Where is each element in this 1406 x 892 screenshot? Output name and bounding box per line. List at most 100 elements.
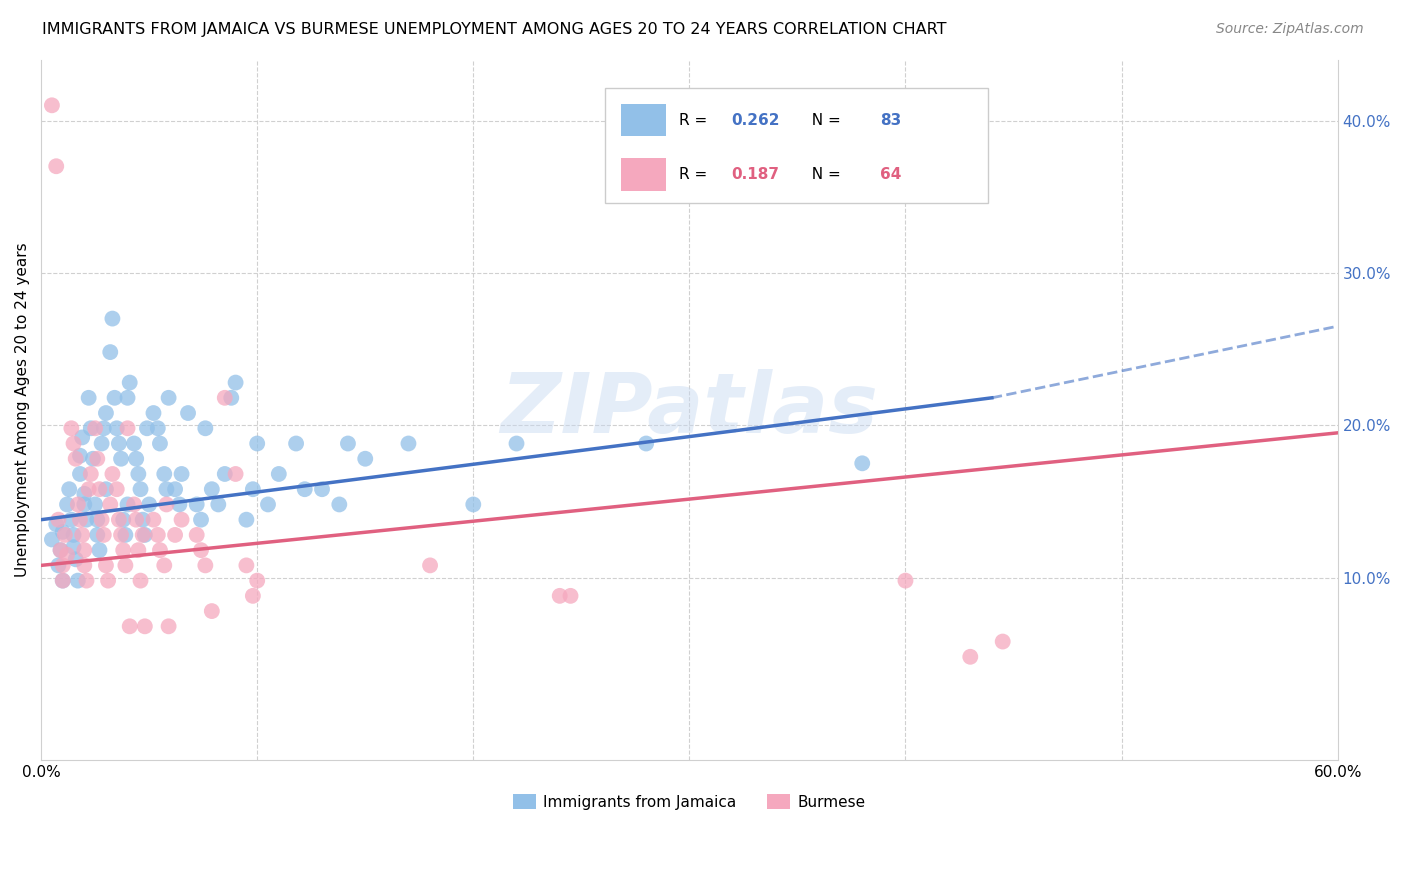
Point [84, 421, 107, 435]
Point [225, 376, 247, 390]
Point [136, 421, 159, 435]
Point [69, 449, 91, 463]
Point [142, 406, 165, 420]
Point [60, 421, 83, 435]
Text: ZIPatlas: ZIPatlas [501, 369, 879, 450]
Point [336, 436, 359, 450]
Point [93, 421, 115, 435]
Text: R =: R = [679, 167, 711, 182]
Point [129, 574, 152, 588]
Point [149, 543, 172, 558]
Point [131, 528, 153, 542]
Legend: Immigrants from Jamaica, Burmese: Immigrants from Jamaica, Burmese [506, 788, 872, 816]
Point [62, 436, 84, 450]
Point [214, 391, 236, 405]
Point [129, 482, 152, 496]
Point [118, 619, 141, 633]
Point [70, 528, 93, 542]
Point [97, 574, 120, 588]
Point [73, 487, 96, 501]
Point [560, 589, 582, 603]
Text: 64: 64 [880, 167, 901, 182]
Point [80, 467, 103, 481]
Text: N =: N = [803, 167, 846, 182]
Point [219, 391, 242, 405]
Point [201, 482, 224, 496]
Point [49, 543, 72, 558]
Point [134, 528, 156, 542]
Point [153, 558, 176, 573]
Point [636, 436, 658, 450]
Point [56, 498, 79, 512]
Point [56, 548, 79, 562]
Point [48, 513, 70, 527]
Point [505, 436, 527, 450]
Point [894, 574, 917, 588]
Point [112, 543, 135, 558]
Point [214, 467, 236, 481]
Point [991, 634, 1014, 648]
Point [52, 574, 75, 588]
Point [134, 619, 156, 633]
Point [86, 451, 108, 466]
Point [127, 467, 149, 481]
Point [285, 436, 308, 450]
Y-axis label: Unemployment Among Ages 20 to 24 years: Unemployment Among Ages 20 to 24 years [15, 243, 30, 577]
Point [76, 574, 98, 588]
Point [165, 482, 187, 496]
Point [73, 543, 96, 558]
Point [70, 430, 93, 444]
Point [959, 649, 981, 664]
Text: Source: ZipAtlas.com: Source: ZipAtlas.com [1216, 22, 1364, 37]
Point [194, 421, 217, 435]
Point [114, 558, 136, 573]
Point [82, 451, 104, 466]
Point [73, 498, 96, 512]
Point [153, 467, 176, 481]
Point [328, 498, 350, 512]
Point [246, 436, 269, 450]
Point [122, 436, 145, 450]
Point [105, 482, 128, 496]
Point [125, 451, 148, 466]
Point [52, 524, 75, 539]
Point [463, 498, 485, 512]
Point [77, 391, 100, 405]
Point [94, 482, 117, 496]
Point [207, 498, 229, 512]
Point [246, 574, 269, 588]
Point [53, 528, 76, 542]
Point [201, 604, 224, 618]
Point [146, 528, 169, 542]
Point [155, 482, 177, 496]
Point [157, 619, 180, 633]
Point [114, 528, 136, 542]
Point [86, 513, 108, 527]
Point [62, 528, 84, 542]
Point [117, 391, 139, 405]
Point [66, 574, 89, 588]
Point [49, 543, 72, 558]
Point [117, 498, 139, 512]
Point [94, 406, 117, 420]
FancyBboxPatch shape [620, 158, 666, 191]
Point [146, 421, 169, 435]
Point [93, 528, 115, 542]
Point [186, 528, 208, 542]
Point [169, 498, 191, 512]
Point [118, 376, 141, 390]
Point [398, 436, 420, 450]
Point [170, 467, 193, 481]
Point [112, 513, 135, 527]
Point [52, 558, 75, 573]
Point [142, 513, 165, 527]
Point [89, 543, 111, 558]
Text: 83: 83 [880, 112, 901, 128]
Text: N =: N = [803, 112, 846, 128]
Point [110, 528, 132, 542]
Point [108, 513, 131, 527]
Point [89, 482, 111, 496]
Point [86, 528, 108, 542]
Text: R =: R = [679, 112, 711, 128]
Point [225, 467, 247, 481]
